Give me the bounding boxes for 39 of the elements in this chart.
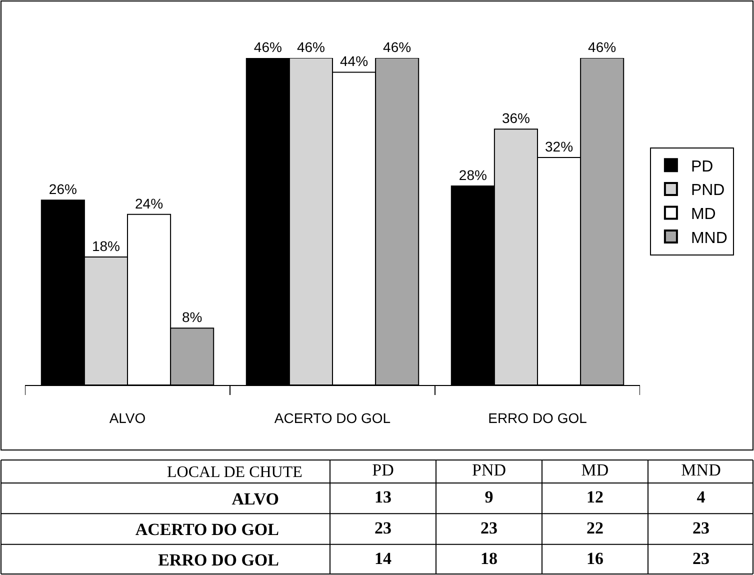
- data-label: 24%: [135, 195, 164, 212]
- x-tick-label: ALVO: [109, 410, 146, 426]
- data-label: 36%: [502, 110, 530, 126]
- x-tick-label: ACERTO DO GOL: [274, 410, 391, 426]
- x-tick-label: PD: [372, 460, 394, 480]
- data-label: 32%: [545, 138, 574, 155]
- data-label: 4: [696, 488, 706, 507]
- legend-label: PD: [690, 158, 714, 176]
- x-tick-label: PND: [472, 460, 506, 480]
- data-label: 46%: [383, 39, 412, 55]
- data-label: 28%: [458, 166, 487, 183]
- data-label: 46%: [588, 39, 616, 55]
- y-tick-label: ALVO: [232, 489, 279, 508]
- y-tick-label: ACERTO DO GOL: [135, 520, 279, 539]
- data-label: 46%: [296, 39, 325, 55]
- x-tick-label: MND: [681, 460, 721, 480]
- data-label: 23: [692, 518, 710, 538]
- data-label: 23: [480, 518, 498, 538]
- data-label: 26%: [48, 181, 77, 198]
- data-label: 13: [374, 488, 392, 507]
- data-label: 12: [586, 488, 604, 507]
- data-label: 23: [692, 548, 710, 568]
- x-tick-label: ERRO DO GOL: [488, 410, 588, 426]
- data-label: 22: [586, 518, 604, 538]
- data-label: 44%: [340, 53, 368, 70]
- data-label: 46%: [254, 39, 282, 55]
- data-label: 18: [480, 548, 498, 568]
- legend-label: MD: [690, 206, 716, 223]
- y-axis-title: LOCAL DE CHUTE: [167, 464, 302, 481]
- data-label: 8%: [182, 309, 202, 326]
- legend-label: MND: [690, 230, 728, 247]
- data-label: 14: [374, 548, 392, 568]
- data-label: 18%: [92, 238, 120, 254]
- data-label: 9: [484, 488, 494, 507]
- legend-label: PND: [690, 182, 725, 200]
- data-label: 16: [586, 548, 604, 568]
- data-label: 23: [374, 518, 392, 538]
- x-tick-label: MD: [581, 460, 609, 480]
- y-tick-label: ERRO DO GOL: [158, 550, 279, 570]
